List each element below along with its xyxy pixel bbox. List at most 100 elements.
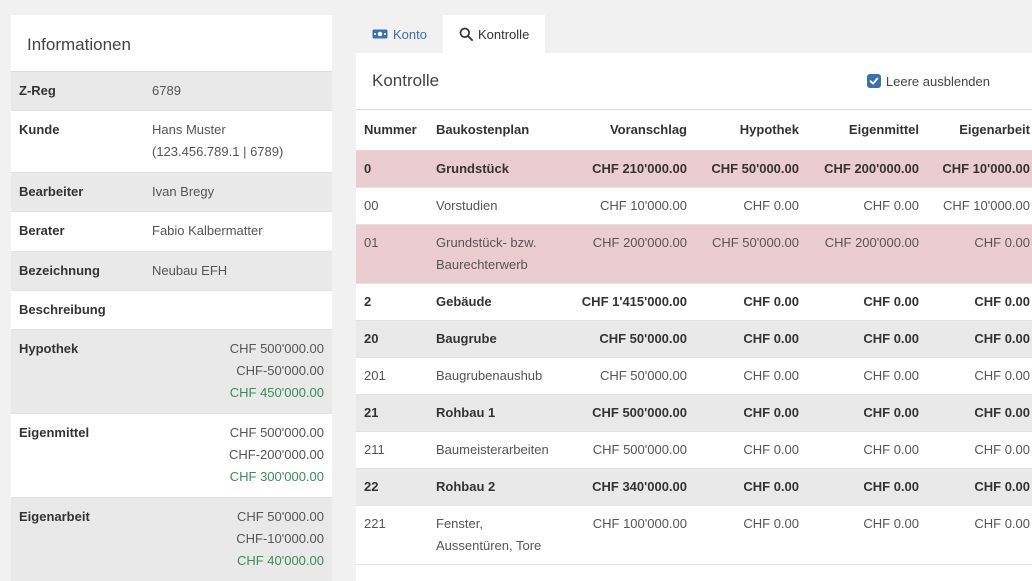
info-value: Fabio Kalbermatter: [152, 220, 332, 251]
table-row[interactable]: 221 Fenster, Aussentüren, Tore CHF 100'000…: [356, 505, 1032, 565]
cell-hypothek: CHF 0.00: [695, 505, 807, 565]
info-value: [152, 299, 332, 329]
cell-voranschlag: CHF 200'000.00: [564, 224, 695, 284]
table-row[interactable]: 2 Gebäude CHF 1'415'000.00 CHF 0.00 CHF 0.00…: [356, 283, 1032, 321]
info-row-eigenmittel: Eigenmittel CHF 500'000.00 CHF-200'000.00 C…: [11, 414, 332, 498]
info-value: 6789: [152, 80, 332, 110]
info-key: Eigenmittel: [19, 425, 90, 440]
search-icon: [459, 27, 473, 41]
cell-nummer: 221: [356, 505, 428, 565]
col-hypothek[interactable]: Hypothek: [695, 110, 807, 151]
kontrolle-table: Nummer Baukostenplan Voranschlag Hypothe…: [356, 110, 1032, 565]
check-icon: [869, 77, 879, 85]
cell-baukostenplan: Rohbau 2: [428, 468, 564, 506]
table-row[interactable]: 20 Baugrube CHF 50'000.00 CHF 0.00 CHF 0.00 C…: [356, 320, 1032, 358]
info-value-line: Neubau EFH: [152, 263, 228, 278]
cell-eigenmittel: CHF 0.00: [807, 357, 927, 395]
cell-nummer: 00: [356, 187, 428, 225]
info-value: Hans Muster (123.456.789.1 | 6789): [152, 119, 332, 172]
info-row-bezeichnung: Bezeichnung Neubau EFH: [11, 252, 332, 291]
kontrolle-header: Kontrolle Leere ausblenden: [356, 53, 1032, 110]
table-row[interactable]: 21 Rohbau 1 CHF 500'000.00 CHF 0.00 CHF 0.00…: [356, 394, 1032, 432]
hide-empty-checkbox[interactable]: [866, 74, 881, 88]
info-row-bearbeiter: Bearbeiter Ivan Bregy: [11, 173, 332, 212]
cell-hypothek: CHF 50'000.00: [695, 224, 807, 284]
table-row[interactable]: 201 Baugrubenaushub CHF 50'000.00 CHF 0.00 C…: [356, 357, 1032, 395]
cell-eigenmittel: CHF 0.00: [807, 283, 927, 321]
col-voranschlag[interactable]: Voranschlag: [564, 110, 695, 151]
cell-voranschlag: CHF 1'415'000.00: [564, 283, 695, 321]
cell-baukostenplan: Rohbau 1: [428, 394, 564, 432]
kontrolle-panel: Kontrolle Leere ausblenden Nummer Baukos…: [356, 53, 1032, 581]
info-key: Bezeichnung: [19, 263, 100, 278]
info-key: Z-Reg: [19, 83, 56, 98]
col-eigenarbeit[interactable]: Eigenarbeit: [927, 110, 1032, 151]
col-eigenmittel[interactable]: Eigenmittel: [807, 110, 927, 151]
info-key: Kunde: [19, 122, 60, 137]
cell-eigenarbeit: CHF 0.00: [927, 394, 1032, 432]
cell-eigenarbeit: CHF 0.00: [927, 505, 1032, 565]
cell-baukostenplan: Grundstück: [428, 150, 564, 188]
hide-empty-toggle[interactable]: Leere ausblenden: [866, 73, 990, 89]
cell-hypothek: CHF 0.00: [695, 320, 807, 358]
info-value-net: CHF 40'000.00: [236, 553, 324, 568]
info-row-berater: Berater Fabio Kalbermatter: [11, 212, 332, 252]
info-panel: Informationen Z-Reg 6789 Kunde Hans Muster (…: [11, 15, 332, 581]
cell-baukostenplan: Baumeisterarbeiten: [428, 431, 564, 469]
table-row[interactable]: 00 Vorstudien CHF 10'000.00 CHF 0.00 CHF 0.0…: [356, 187, 1032, 225]
info-value: CHF 500'000.00 CHF-200'000.00 CHF 300'000.…: [152, 422, 332, 497]
info-key: Berater: [19, 223, 65, 238]
cell-nummer: 22: [356, 468, 428, 506]
hide-empty-label: Leere ausblenden: [885, 73, 990, 89]
info-key: Eigenarbeit: [19, 509, 90, 524]
cell-voranschlag: CHF 50'000.00: [564, 320, 695, 358]
cell-hypothek: CHF 0.00: [695, 187, 807, 225]
info-value-line: CHF-200'000.00: [229, 447, 324, 462]
cell-eigenmittel: CHF 200'000.00: [807, 150, 927, 188]
cell-eigenarbeit: CHF 0.00: [927, 283, 1032, 321]
table-header-row: Nummer Baukostenplan Voranschlag Hypothe…: [356, 110, 1032, 151]
info-list: Z-Reg 6789 Kunde Hans Muster (123.456.789.1 …: [11, 72, 332, 581]
info-value-line: CHF 500'000.00: [229, 425, 324, 440]
tab-konto[interactable]: Konto: [356, 15, 443, 53]
info-row-z-reg: Z-Reg 6789: [11, 72, 332, 111]
cell-eigenmittel: CHF 0.00: [807, 320, 927, 358]
cell-hypothek: CHF 0.00: [695, 431, 807, 469]
table-row[interactable]: 22 Rohbau 2 CHF 340'000.00 CHF 0.00 CHF 0.00…: [356, 468, 1032, 506]
cell-baukostenplan: Gebäude: [428, 283, 564, 321]
table-row[interactable]: 211 Baumeisterarbeiten CHF 500'000.00 CHF 0…: [356, 431, 1032, 469]
info-value-net: CHF 300'000.00: [229, 469, 324, 484]
info-value-line: CHF 500'000.00: [229, 341, 324, 356]
cell-hypothek: CHF 0.00: [695, 468, 807, 506]
cell-hypothek: CHF 50'000.00: [695, 150, 807, 188]
cell-nummer: 20: [356, 320, 428, 358]
cell-eigenmittel: CHF 200'000.00: [807, 224, 927, 284]
tab-bar: Konto Kontrolle: [356, 15, 546, 53]
cell-nummer: 201: [356, 357, 428, 395]
cell-baukostenplan: Baugrubenaushub: [428, 357, 564, 395]
info-row-kunde: Kunde Hans Muster (123.456.789.1 | 6789): [11, 111, 332, 173]
info-row-beschreibung: Beschreibung: [11, 291, 332, 330]
tab-kontrolle-label: Kontrolle: [477, 26, 530, 42]
info-value-line: CHF-10'000.00: [236, 531, 324, 546]
table-row[interactable]: 0 Grundstück CHF 210'000.00 CHF 50'000.00 CH…: [356, 150, 1032, 188]
info-value-net: CHF 450'000.00: [229, 385, 324, 400]
cell-nummer: 2: [356, 283, 428, 321]
info-value-line: 6789: [152, 83, 181, 98]
table-row[interactable]: 01 Grundstück- bzw. Baurechterwerb CHF 200…: [356, 224, 1032, 284]
cell-eigenmittel: CHF 0.00: [807, 468, 927, 506]
cell-nummer: 01: [356, 224, 428, 284]
cell-voranschlag: CHF 500'000.00: [564, 394, 695, 432]
cell-voranschlag: CHF 210'000.00: [564, 150, 695, 188]
cell-voranschlag: CHF 100'000.00: [564, 505, 695, 565]
tab-kontrolle[interactable]: Kontrolle: [442, 15, 546, 53]
col-nummer[interactable]: Nummer: [356, 110, 428, 151]
info-value-line: Fabio Kalbermatter: [152, 223, 263, 238]
cell-eigenmittel: CHF 0.00: [807, 505, 927, 565]
cell-baukostenplan: Vorstudien: [428, 187, 564, 225]
money-icon: [372, 29, 388, 39]
cell-baukostenplan: Fenster, Aussentüren, Tore: [428, 505, 564, 565]
cell-eigenarbeit: CHF 0.00: [927, 224, 1032, 284]
cell-nummer: 211: [356, 431, 428, 469]
col-baukostenplan[interactable]: Baukostenplan: [428, 110, 564, 151]
